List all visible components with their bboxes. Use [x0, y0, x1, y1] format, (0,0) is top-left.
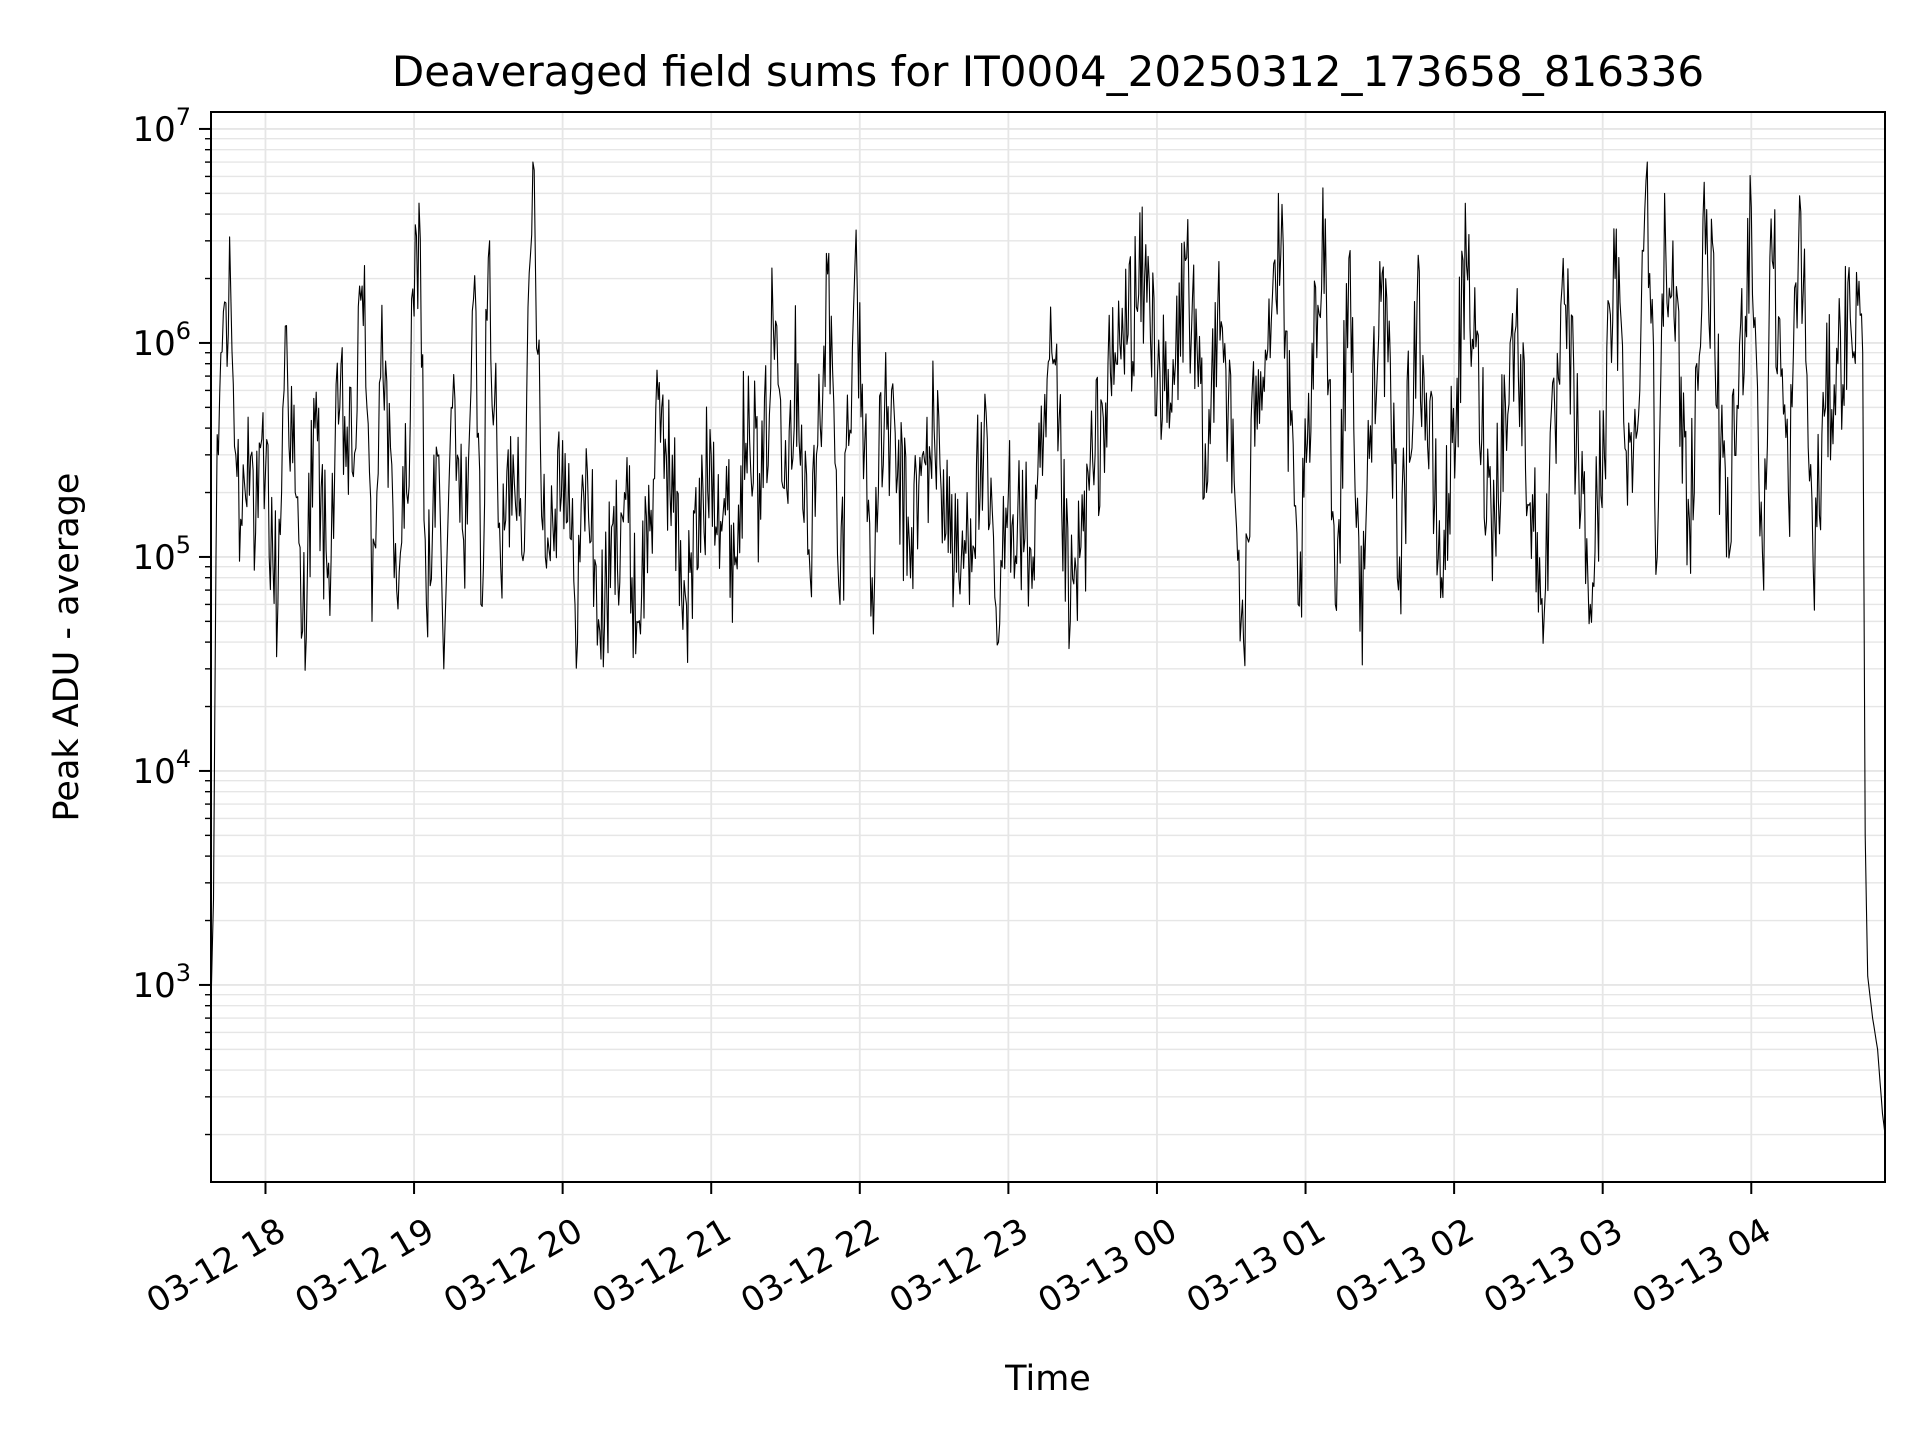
- grid-layer: [211, 112, 1885, 1182]
- y-tick-label: 104: [132, 745, 191, 792]
- y-tick-base: 10: [132, 752, 175, 792]
- chart-title: Deaveraged field sums for IT0004_2025031…: [392, 47, 1704, 96]
- y-tick-base: 10: [132, 966, 175, 1006]
- y-axis-label: Peak ADU - average: [47, 473, 87, 822]
- series-layer: [210, 161, 1886, 1135]
- y-tick-exponent: 6: [176, 317, 191, 345]
- y-tick-label: 107: [132, 103, 191, 150]
- y-tick-exponent: 5: [176, 531, 191, 559]
- y-tick-label: 103: [132, 959, 191, 1006]
- x-axis-label: Time: [1004, 1359, 1091, 1399]
- plot-frame: [210, 111, 1886, 1183]
- y-tick-label: 106: [132, 317, 191, 364]
- y-tick-label: 105: [132, 531, 191, 578]
- y-tick-base: 10: [132, 538, 175, 578]
- y-tick-exponent: 4: [176, 745, 191, 773]
- y-tick-exponent: 7: [176, 103, 191, 131]
- y-tick-exponent: 3: [176, 959, 191, 987]
- y-tick-base: 10: [132, 324, 175, 364]
- y-tick-base: 10: [132, 110, 175, 150]
- series-line-0: [210, 161, 1886, 1135]
